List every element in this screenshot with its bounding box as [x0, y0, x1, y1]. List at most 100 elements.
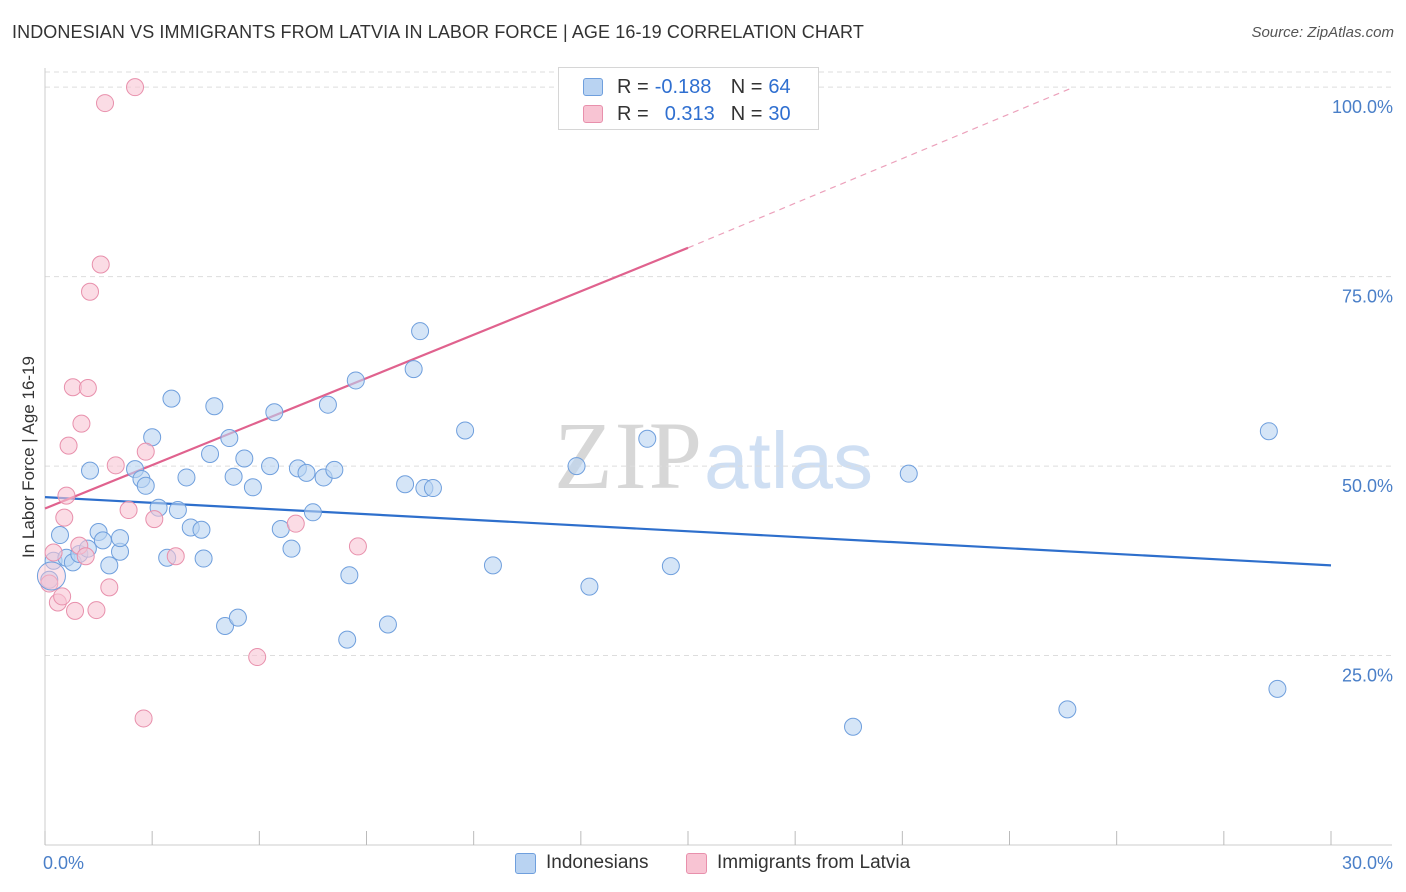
indonesian-point [282, 539, 301, 558]
legend-row-latvia: R = 0.313 N = 30 [583, 102, 791, 126]
indonesian-point [411, 322, 430, 341]
indonesian-point [318, 395, 337, 414]
y-tick-label: 100.0% [1332, 97, 1393, 117]
indonesian-point [325, 460, 344, 479]
bottom-legend-swatch-indonesians [515, 852, 536, 874]
latvia-point [126, 78, 145, 97]
x-tick-label-max: 30.0% [1342, 853, 1393, 873]
indonesian-point [224, 467, 243, 486]
indonesian-point [81, 461, 100, 480]
indonesian-point [271, 519, 290, 538]
indonesian-point [844, 717, 863, 736]
latvia-point [53, 587, 72, 606]
indonesian-point [136, 476, 155, 495]
latvia-point [248, 648, 267, 667]
indonesian-point [378, 615, 397, 634]
bottom-legend-indonesians: Indonesians [515, 852, 648, 874]
indonesian-point [205, 397, 224, 416]
indonesian-point [396, 475, 415, 494]
legend-n-label: N = [730, 102, 763, 125]
latvia-point [55, 508, 74, 527]
latvia-point [286, 514, 305, 533]
indonesian-point [177, 468, 196, 487]
indonesian-point [162, 389, 181, 408]
latvia-point [106, 456, 125, 475]
y-tick-label: 75.0% [1342, 287, 1393, 307]
latvia-point [348, 537, 367, 556]
legend-n-value: 30 [768, 102, 791, 125]
latvia-point [40, 574, 59, 593]
trend-layer [44, 86, 1332, 567]
legend-row-indonesians: R = -0.188 N = 64 [583, 75, 791, 99]
bottom-legend-label-indonesians: Indonesians [546, 852, 649, 873]
latvia-point [66, 601, 85, 620]
indonesian-point [580, 577, 599, 596]
legend-swatch-latvia [583, 105, 603, 123]
indonesian-point [338, 630, 357, 649]
y-axis-label: In Labor Force | Age 16-19 [19, 356, 38, 558]
indonesian-point [423, 479, 442, 498]
latvia-point [72, 414, 91, 433]
latvia-point [63, 378, 82, 397]
indonesian-point [168, 501, 187, 520]
chart-title: INDONESIAN VS IMMIGRANTS FROM LATVIA IN … [12, 22, 864, 42]
cluster-point [36, 561, 66, 591]
bottom-legend-swatch-latvia [686, 852, 707, 874]
chart-source: Source: ZipAtlas.com [1251, 24, 1394, 41]
bottom-legend-latvia: Immigrants from Latvia [686, 852, 910, 874]
indonesian-point [1268, 679, 1287, 698]
indonesian-point [111, 529, 130, 548]
latvia-point [96, 94, 115, 113]
latvia-point [119, 501, 138, 520]
legend-r-value: 0.313 [664, 102, 715, 125]
latvia-point [87, 601, 106, 620]
indonesian-point [201, 444, 220, 463]
stats-legend: R = -0.188 N = 64 R = 0.313 N = 30 [558, 67, 819, 130]
latvia-point [57, 486, 76, 505]
bottom-legend-label-latvia: Immigrants from Latvia [717, 852, 911, 873]
indonesian-point [51, 526, 70, 545]
label-layer: 25.0% 50.0% 75.0% 100.0% 0.0% 30.0% [43, 97, 1393, 873]
indonesian-point [303, 503, 322, 522]
latvia-point [78, 379, 97, 398]
x-tick-label-min: 0.0% [43, 853, 84, 873]
indonesian-point [899, 464, 918, 483]
latvia-point [136, 442, 155, 461]
latvia-trend-extension [687, 86, 1075, 249]
grid-layer [45, 71, 1392, 657]
indonesian-point [340, 566, 359, 585]
axis-layer [44, 68, 1392, 846]
y-tick-label: 25.0% [1342, 666, 1393, 686]
indonesian-trend-line [44, 496, 1332, 567]
latvia-point [134, 709, 153, 728]
indonesian-point [1259, 422, 1278, 441]
indonesian-point [456, 421, 475, 440]
legend-n-label: N = [730, 75, 763, 98]
indonesian-point [638, 429, 657, 448]
indonesian-point [661, 557, 680, 576]
indonesian-point [216, 616, 235, 635]
indonesian-point [567, 457, 586, 476]
legend-n-value: 64 [768, 75, 791, 98]
indonesian-point [93, 531, 112, 550]
point-layer [36, 78, 1287, 736]
latvia-point [91, 255, 110, 274]
latvia-point [100, 578, 119, 597]
legend-swatch-indonesians [583, 78, 603, 96]
indonesian-point [297, 463, 316, 482]
legend-r-value: -0.188 [654, 75, 712, 98]
latvia-point [145, 510, 164, 529]
y-tick-label: 50.0% [1342, 476, 1393, 496]
latvia-point [59, 436, 78, 455]
indonesian-point [1058, 700, 1077, 719]
latvia-point [76, 547, 95, 566]
indonesian-point [194, 549, 213, 568]
indonesian-point [220, 429, 239, 448]
indonesian-point [243, 478, 262, 497]
indonesian-point [483, 556, 502, 575]
indonesian-point [265, 403, 284, 422]
latvia-trend-line [44, 246, 689, 510]
indonesian-point [100, 556, 119, 575]
legend-r-label: R = [617, 75, 649, 98]
